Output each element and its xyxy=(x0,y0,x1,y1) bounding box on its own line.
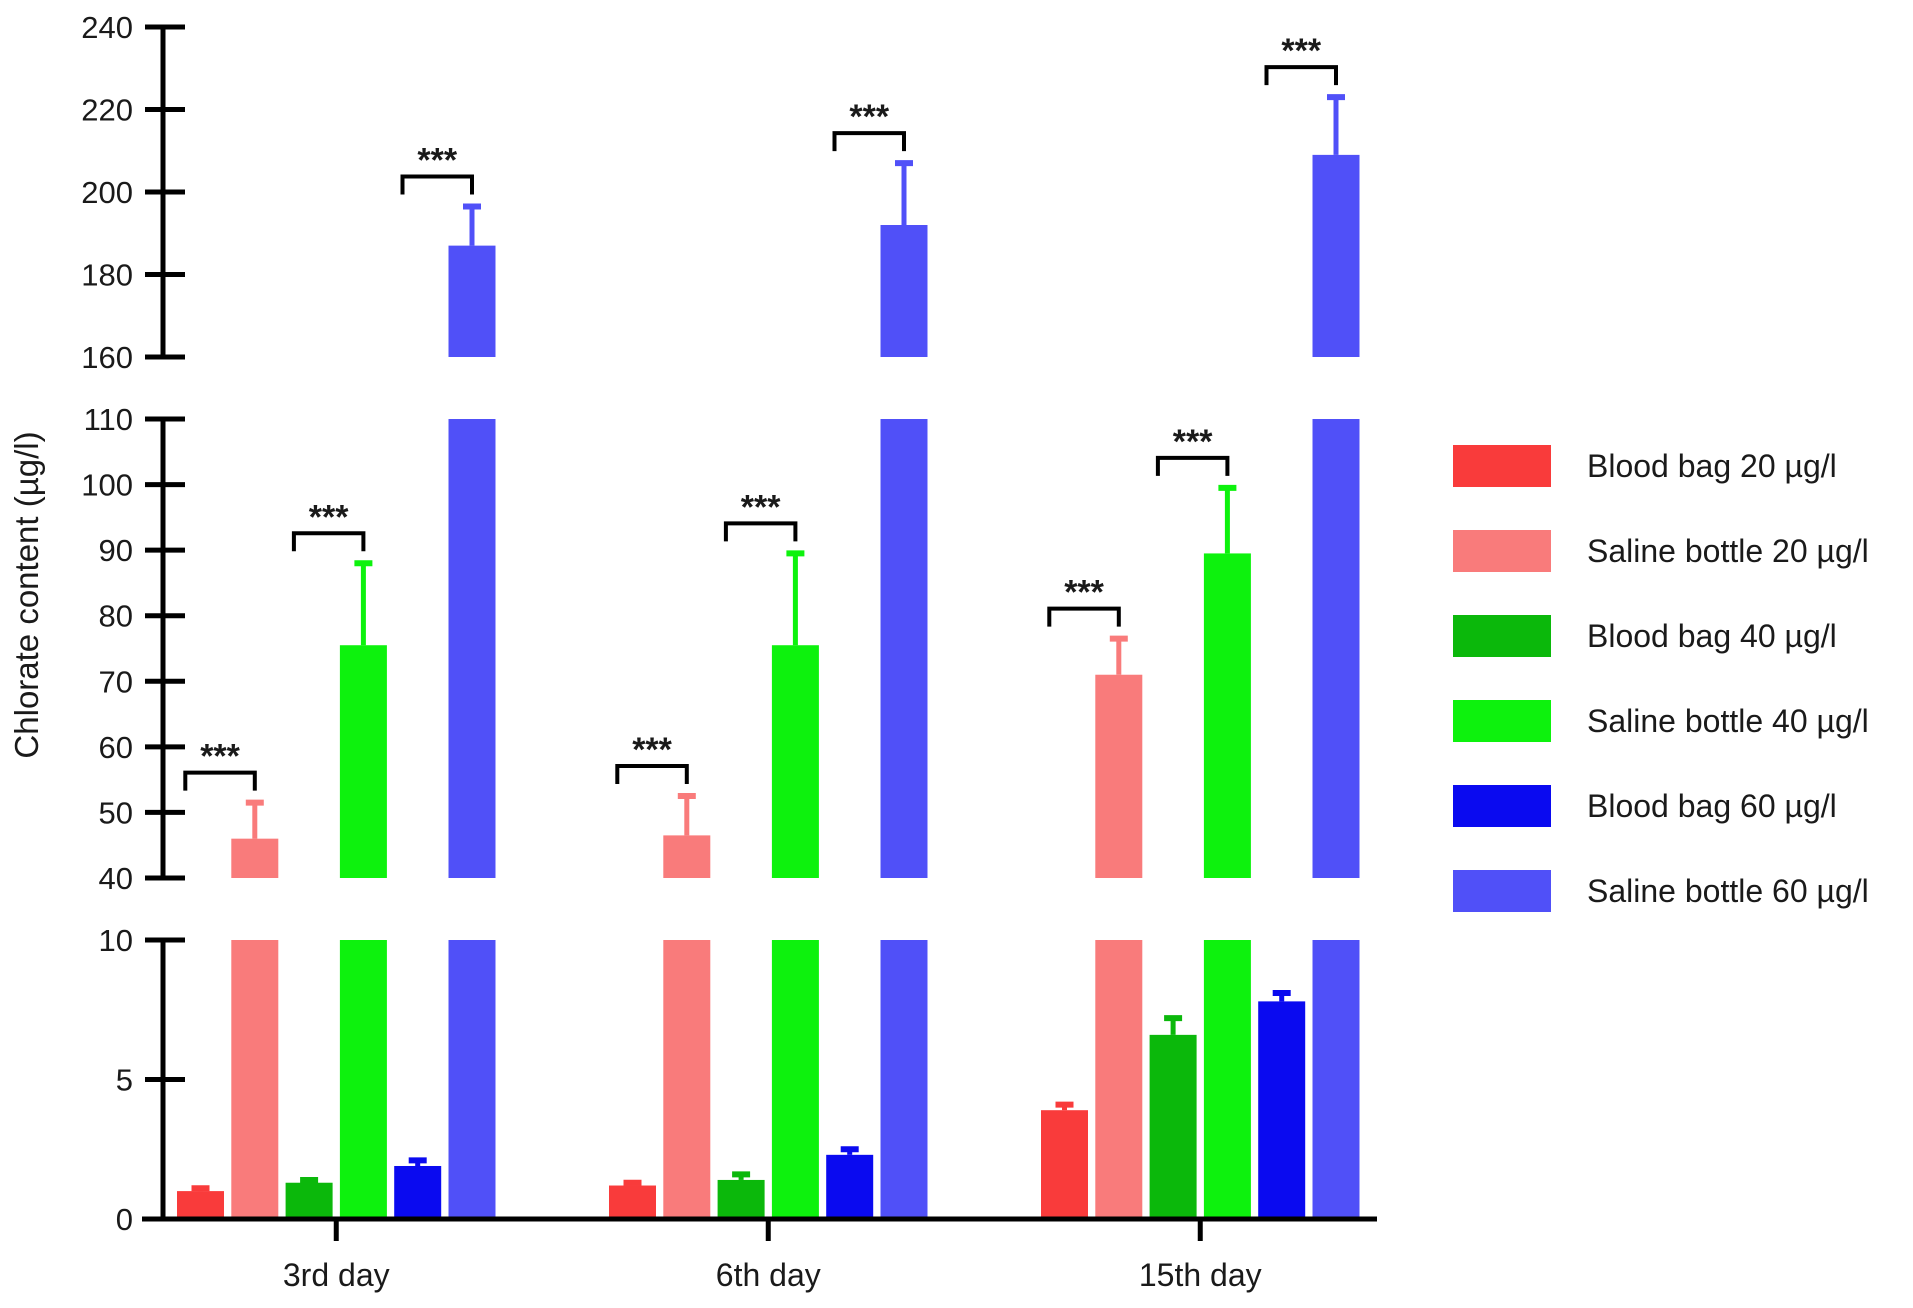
bar-saline-bottle-60-ug-l-15th-day xyxy=(1312,940,1360,1219)
bar-saline-bottle-40-ug-l-6th-day xyxy=(771,645,819,878)
y-tick-label: 70 xyxy=(99,664,133,699)
y-tick-label: 110 xyxy=(84,402,133,437)
bar-saline-bottle-60-ug-l-6th-day xyxy=(880,419,928,878)
y-tick-label: 240 xyxy=(81,10,133,45)
y-tick-label: 60 xyxy=(99,730,133,765)
legend-swatch-blood-bag-40-ug-l xyxy=(1453,615,1551,657)
significance-label: *** xyxy=(1173,423,1213,461)
bar-saline-bottle-60-ug-l-15th-day xyxy=(1312,154,1360,357)
y-tick-label: 200 xyxy=(81,175,133,210)
bar-saline-bottle-40-ug-l-6th-day xyxy=(771,940,819,1219)
bar-saline-bottle-20-ug-l-6th-day xyxy=(663,940,711,1219)
bar-saline-bottle-20-ug-l-15th-day xyxy=(1095,674,1143,878)
significance-bracket xyxy=(723,521,798,542)
bar-blood-bag-40-ug-l-15th-day xyxy=(1149,1034,1197,1219)
y-tick-label: 90 xyxy=(99,533,133,568)
bar-saline-bottle-40-ug-l-3rd-day xyxy=(339,940,387,1219)
significance-label: *** xyxy=(309,498,349,536)
y-axis-label: Chlorate content (µg/l) xyxy=(8,431,45,758)
bar-saline-bottle-60-ug-l-15th-day xyxy=(1312,419,1360,878)
legend-swatch-blood-bag-60-ug-l xyxy=(1453,785,1551,827)
significance-annotations: *** *** *** *** *** *** *** *** *** xyxy=(183,32,1338,791)
legend-swatch-blood-bag-20-ug-l xyxy=(1453,445,1551,487)
significance-bracket xyxy=(291,531,366,552)
y-tick-label: 160 xyxy=(81,340,133,375)
significance-bracket xyxy=(400,174,474,195)
y-tick-label: 0 xyxy=(116,1202,133,1237)
legend-label-blood-bag-20-ug-l: Blood bag 20 µg/l xyxy=(1587,448,1837,484)
y-tick-label: 50 xyxy=(99,795,133,830)
bar-saline-bottle-20-ug-l-15th-day xyxy=(1095,940,1143,1219)
bar-saline-bottle-60-ug-l-3rd-day xyxy=(448,419,496,878)
y-tick-label: 5 xyxy=(116,1063,133,1098)
legend-label-saline-bottle-60-ug-l: Saline bottle 60 µg/l xyxy=(1587,873,1869,909)
y-tick-label: 40 xyxy=(99,861,133,896)
bar-saline-bottle-20-ug-l-6th-day xyxy=(663,835,711,878)
error-bars xyxy=(191,94,1345,1192)
significance-bracket xyxy=(183,770,257,791)
bar-saline-bottle-60-ug-l-3rd-day xyxy=(448,245,496,357)
y-tick-label: 100 xyxy=(81,468,133,503)
significance-label: *** xyxy=(632,731,672,769)
legend: Blood bag 20 µg/l Saline bottle 20 µg/l Bl… xyxy=(1453,445,1869,912)
legend-label-saline-bottle-40-ug-l: Saline bottle 40 µg/l xyxy=(1587,703,1869,739)
bar-saline-bottle-40-ug-l-15th-day xyxy=(1203,553,1251,878)
y-tick-label: 10 xyxy=(99,923,133,958)
significance-label: *** xyxy=(417,141,457,179)
significance-label: *** xyxy=(849,98,889,136)
bars xyxy=(177,154,1360,1219)
bar-saline-bottle-60-ug-l-3rd-day xyxy=(448,940,496,1219)
significance-label: *** xyxy=(200,738,240,776)
legend-label-blood-bag-60-ug-l: Blood bag 60 µg/l xyxy=(1587,788,1837,824)
bar-blood-bag-40-ug-l-6th-day xyxy=(717,1179,765,1219)
bar-blood-bag-60-ug-l-3rd-day xyxy=(394,1165,442,1219)
bar-saline-bottle-40-ug-l-3rd-day xyxy=(339,645,387,878)
bar-blood-bag-20-ug-l-15th-day xyxy=(1041,1110,1088,1219)
significance-bracket xyxy=(1047,606,1121,627)
significance-label: *** xyxy=(741,488,781,526)
significance-label: *** xyxy=(1281,32,1321,70)
bar-saline-bottle-20-ug-l-3rd-day xyxy=(231,838,279,878)
legend-swatch-saline-bottle-20-ug-l xyxy=(1453,530,1551,572)
bar-saline-bottle-20-ug-l-3rd-day xyxy=(231,940,279,1219)
x-tick-label: 6th day xyxy=(716,1257,821,1293)
significance-label: *** xyxy=(1064,574,1104,612)
bar-blood-bag-40-ug-l-3rd-day xyxy=(285,1182,333,1219)
bar-blood-bag-60-ug-l-6th-day xyxy=(826,1154,874,1219)
x-axis: 3rd day 6th day 15th day xyxy=(142,1216,1377,1293)
bar-saline-bottle-60-ug-l-6th-day xyxy=(880,940,928,1219)
significance-bracket xyxy=(1264,65,1338,86)
significance-bracket xyxy=(1155,455,1230,476)
x-tick-label: 15th day xyxy=(1139,1257,1262,1293)
y-tick-label: 80 xyxy=(99,599,133,634)
bar-blood-bag-20-ug-l-3rd-day xyxy=(177,1191,224,1219)
legend-swatch-saline-bottle-60-ug-l xyxy=(1453,870,1551,912)
y-tick-label: 220 xyxy=(81,93,133,128)
bar-blood-bag-20-ug-l-6th-day xyxy=(609,1185,656,1219)
bar-saline-bottle-40-ug-l-15th-day xyxy=(1203,940,1251,1219)
legend-label-saline-bottle-20-ug-l: Saline bottle 20 µg/l xyxy=(1587,533,1869,569)
x-tick-label: 3rd day xyxy=(283,1257,390,1293)
axes: 0 5 10 40 50 60 70 80 90 100 110 160 180 200 220 240 xyxy=(81,10,185,1237)
legend-swatch-saline-bottle-40-ug-l xyxy=(1453,700,1551,742)
significance-bracket xyxy=(615,764,689,785)
legend-label-blood-bag-40-ug-l: Blood bag 40 µg/l xyxy=(1587,618,1837,654)
significance-bracket xyxy=(832,131,906,152)
bar-blood-bag-60-ug-l-15th-day xyxy=(1258,1001,1306,1219)
bar-saline-bottle-60-ug-l-6th-day xyxy=(880,225,928,357)
y-tick-label: 180 xyxy=(81,258,133,293)
